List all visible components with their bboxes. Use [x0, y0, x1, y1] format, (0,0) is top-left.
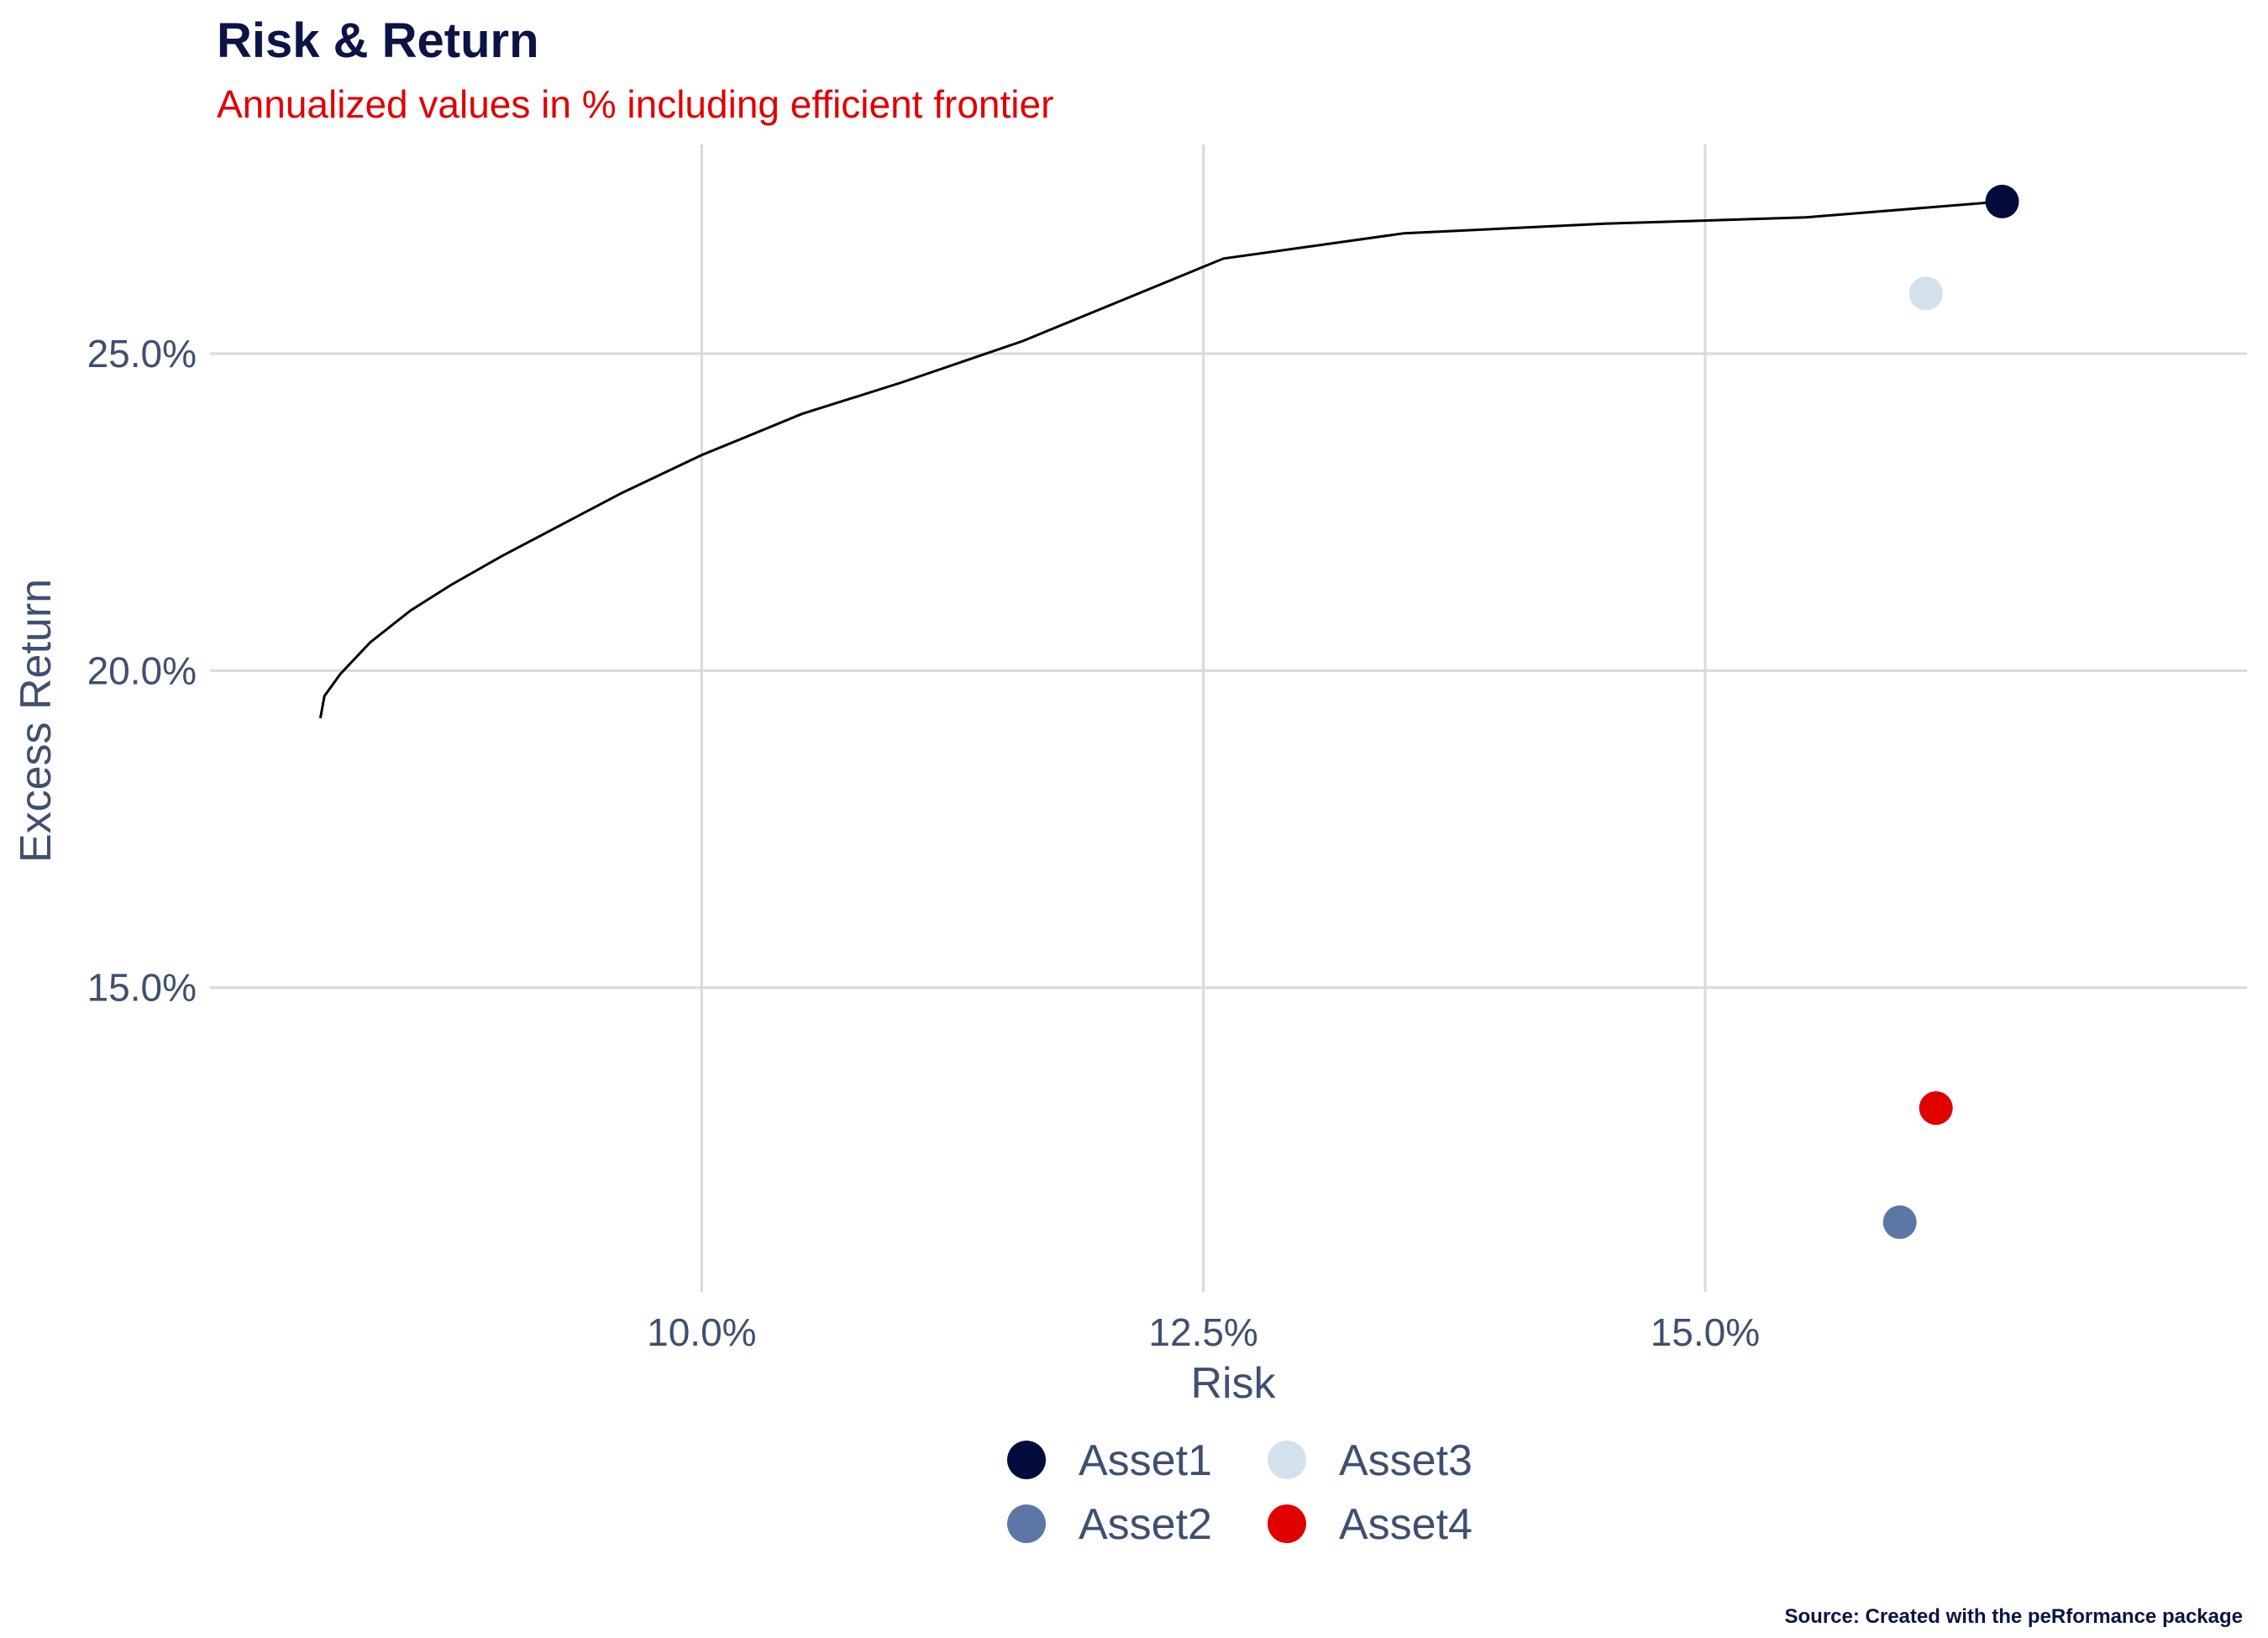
x-tick-label: 10.0%: [647, 1310, 756, 1354]
legend-label-asset3: Asset3: [1339, 1436, 1473, 1485]
source-caption: Source: Created with the peRformance pac…: [1785, 1605, 2243, 1628]
legend-key-asset1: [1007, 1441, 1046, 1479]
y-tick-label: 20.0%: [87, 648, 197, 692]
data-points: [1882, 184, 2019, 1239]
point-asset3: [1908, 276, 1943, 311]
chart-subtitle: Annualized values in % including efficie…: [217, 82, 1053, 126]
legend-key-asset4: [1268, 1504, 1306, 1543]
legend-label-asset4: Asset4: [1339, 1500, 1473, 1549]
legend: Asset1 Asset2 Asset3 Asset4: [1007, 1436, 1473, 1549]
legend-key-asset3: [1268, 1441, 1306, 1479]
chart-title: Risk & Return: [217, 13, 539, 68]
point-asset4: [1919, 1091, 1953, 1126]
point-asset2: [1882, 1205, 1917, 1239]
y-axis-ticks: 15.0% 20.0% 25.0%: [87, 332, 197, 1010]
efficient-frontier-line: [318, 200, 2003, 719]
legend-label-asset1: Asset1: [1079, 1436, 1212, 1485]
y-axis-title: Excess Return: [12, 579, 60, 863]
legend-key-asset2: [1007, 1504, 1046, 1543]
legend-label-asset2: Asset2: [1079, 1500, 1212, 1549]
x-tick-label: 12.5%: [1148, 1310, 1257, 1354]
x-axis-ticks: 10.0% 12.5% 15.0%: [647, 1310, 1760, 1354]
x-axis-title: Risk: [1190, 1359, 1276, 1408]
x-tick-label: 15.0%: [1651, 1310, 1760, 1354]
point-asset1: [1985, 184, 2019, 218]
grid: [210, 144, 2247, 1292]
y-tick-label: 25.0%: [87, 332, 197, 375]
y-tick-label: 15.0%: [87, 966, 197, 1010]
